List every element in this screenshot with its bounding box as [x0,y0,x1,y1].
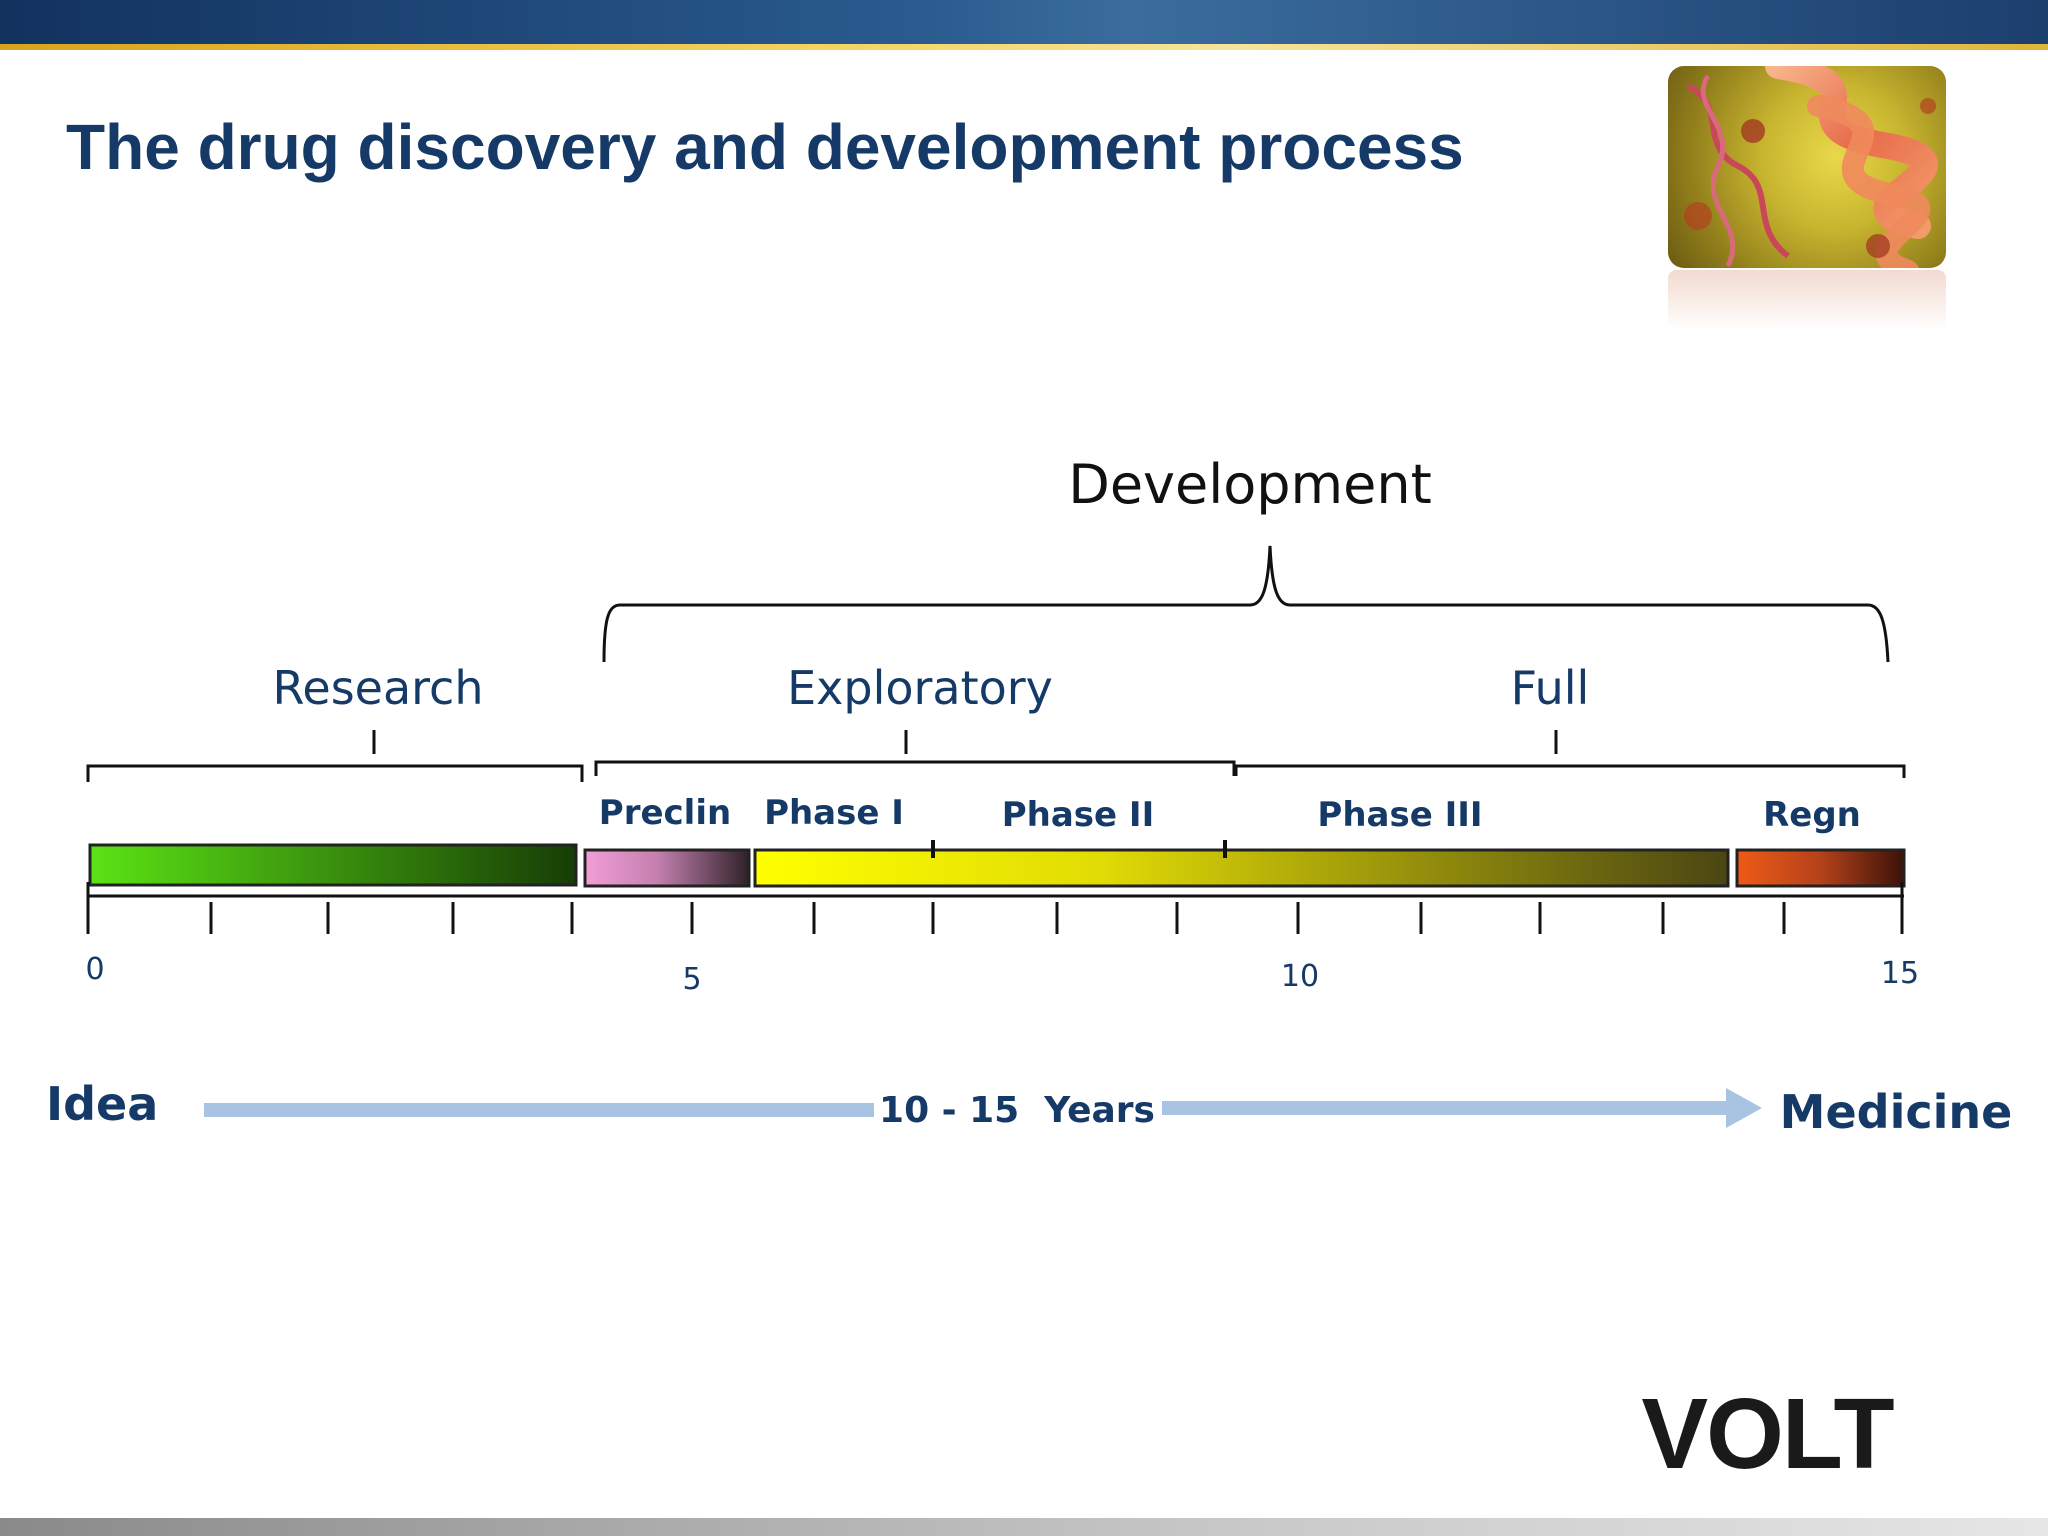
duration-arrow-left [204,1103,874,1117]
header-bar [0,0,2048,44]
phase-bar [753,848,1730,888]
regn-bar [1735,848,1906,888]
group-label-full: Full [1511,661,1590,715]
axis-tick-label-5: 5 [682,962,701,997]
development-label: Development [1068,453,1432,516]
footer-bar [0,1518,2048,1536]
duration-arrow-right [1162,1101,1728,1115]
development-brace [602,545,1890,663]
medicine-label: Medicine [1780,1085,2013,1139]
duration-arrow-head [1726,1088,1762,1128]
stage-label-preclin: Preclin [599,793,731,833]
logo-text: VOLT [1641,1386,1894,1476]
stage-label-phase-3: Phase III [1317,795,1482,835]
axis-tick-label-10: 10 [1281,959,1319,994]
dna-illustration [1668,66,1946,268]
research-bar [88,843,578,887]
axis-tick-label-0: 0 [85,952,104,987]
stage-label-phase-2: Phase II [1002,795,1155,835]
research-bracket [86,730,584,782]
illustration-reflection [1668,270,1946,330]
duration-label: 10 - 15 Years [879,1090,1155,1131]
group-label-research: Research [273,661,484,715]
group-label-exploratory: Exploratory [787,661,1053,715]
idea-label: Idea [46,1077,158,1131]
axis-ticks [86,882,1904,934]
preclin-bar [583,848,751,888]
exploratory-bracket [594,730,1236,776]
full-bracket [1234,730,1906,778]
stage-label-phase-1: Phase I [764,793,904,833]
stage-label-regn: Regn [1763,795,1861,835]
volt-logo: VOLT [1641,1386,1896,1476]
axis-tick-label-15: 15 [1881,956,1919,991]
header-rule [0,44,2048,50]
slide-title: The drug discovery and development proce… [66,111,1464,183]
